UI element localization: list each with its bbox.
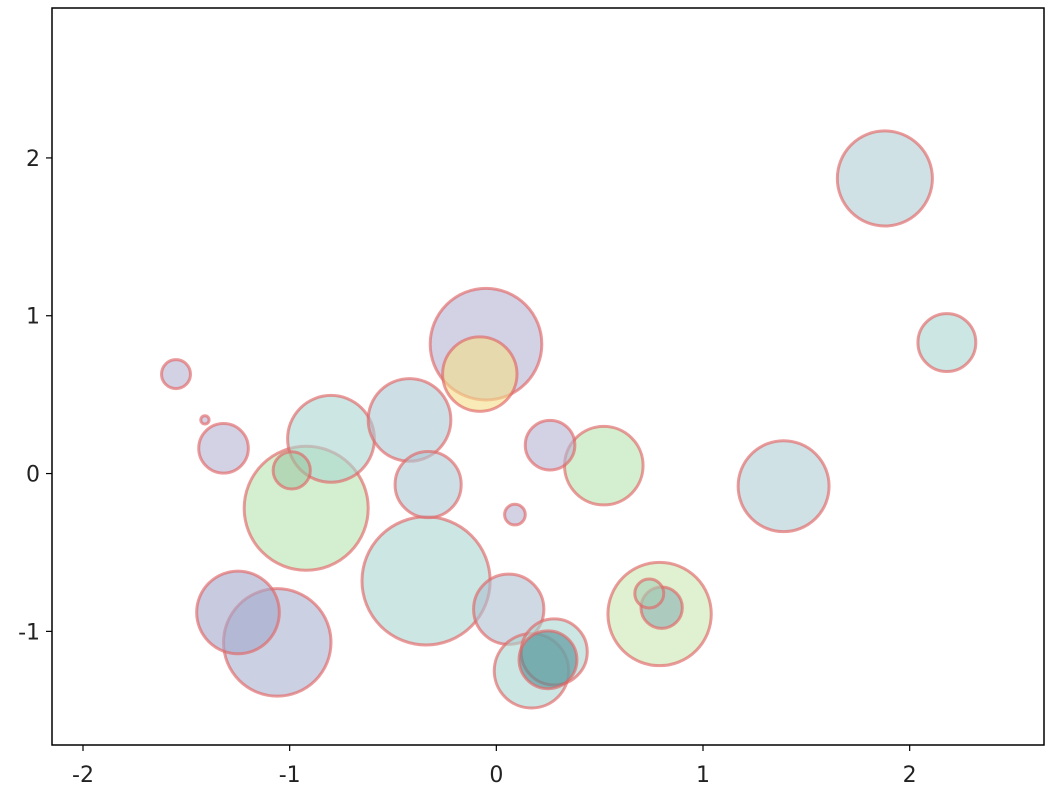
- x-tick-label-5: 2: [903, 763, 917, 788]
- y-tick-label-3: 1: [26, 305, 40, 330]
- y-tick-label-4: 2: [26, 147, 40, 172]
- scatter-point-14: [563, 424, 645, 507]
- scatter-point-17: [517, 629, 579, 691]
- scatter-point-6: [835, 129, 934, 228]
- scatter-point-18: [916, 312, 978, 374]
- scatter-point-25: [503, 502, 527, 527]
- plot-frame: [51, 7, 1045, 746]
- scatter-point-9: [366, 377, 453, 463]
- x-tick-label-3: 0: [489, 763, 503, 788]
- y-tick-label-1: -1: [18, 620, 40, 645]
- scatter-point-24: [160, 358, 192, 391]
- x-tick-label-2: -1: [279, 763, 301, 788]
- scatter-point-26: [199, 414, 211, 426]
- plot-area: [160, 129, 978, 710]
- x-axis: -2 -1 0 1 2: [72, 745, 917, 788]
- x-tick-label-1: -2: [72, 763, 94, 788]
- scatter-point-13: [441, 335, 519, 413]
- scatter-point-2: [360, 515, 492, 647]
- y-tick-label-2: 0: [26, 463, 40, 488]
- scatter-point-23: [633, 577, 666, 610]
- x-tick-label-4: 1: [696, 763, 710, 788]
- scatter-point-10: [195, 569, 281, 656]
- y-axis: -1 0 1 2: [18, 147, 52, 645]
- scatter-point-19: [523, 418, 577, 472]
- scatter-point-20: [197, 422, 250, 475]
- scatter-point-22: [271, 450, 312, 491]
- scatter-point-7: [736, 439, 831, 534]
- scatter-point-15: [393, 450, 463, 520]
